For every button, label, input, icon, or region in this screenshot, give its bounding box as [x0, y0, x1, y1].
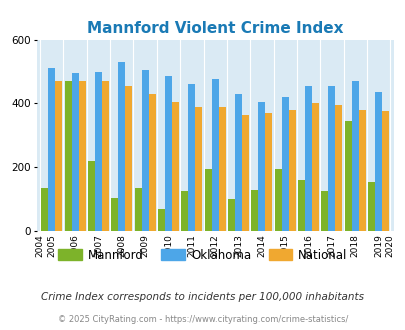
Bar [288, 110, 295, 231]
Bar [64, 81, 71, 231]
Bar [258, 102, 265, 231]
Bar [228, 199, 234, 231]
Bar [111, 197, 118, 231]
Bar [328, 86, 335, 231]
Bar [321, 191, 328, 231]
Bar [281, 97, 288, 231]
Bar [164, 76, 172, 231]
Bar [102, 81, 109, 231]
Bar [71, 73, 79, 231]
Legend: Mannford, Oklahoma, National: Mannford, Oklahoma, National [53, 244, 352, 266]
Bar [141, 70, 148, 231]
Bar [351, 81, 358, 231]
Bar [88, 161, 95, 231]
Text: © 2025 CityRating.com - https://www.cityrating.com/crime-statistics/: © 2025 CityRating.com - https://www.city… [58, 315, 347, 324]
Bar [172, 102, 179, 231]
Bar [381, 112, 388, 231]
Bar [218, 107, 225, 231]
Bar [335, 105, 341, 231]
Bar [204, 169, 211, 231]
Bar [251, 189, 258, 231]
Bar [367, 182, 374, 231]
Bar [344, 121, 351, 231]
Bar [297, 180, 304, 231]
Bar [374, 92, 381, 231]
Bar [188, 84, 195, 231]
Bar [79, 81, 85, 231]
Bar [55, 81, 62, 231]
Bar [265, 113, 272, 231]
Bar [241, 115, 248, 231]
Bar [125, 86, 132, 231]
Bar [95, 72, 102, 231]
Bar [48, 68, 55, 231]
Title: Mannford Violent Crime Index: Mannford Violent Crime Index [87, 21, 343, 36]
Bar [181, 191, 188, 231]
Bar [41, 188, 48, 231]
Bar [158, 209, 164, 231]
Text: Crime Index corresponds to incidents per 100,000 inhabitants: Crime Index corresponds to incidents per… [41, 292, 364, 302]
Bar [311, 103, 318, 231]
Bar [234, 94, 241, 231]
Bar [304, 86, 311, 231]
Bar [211, 80, 218, 231]
Bar [358, 110, 365, 231]
Bar [118, 62, 125, 231]
Bar [134, 188, 141, 231]
Bar [195, 107, 202, 231]
Bar [274, 169, 281, 231]
Bar [148, 94, 155, 231]
